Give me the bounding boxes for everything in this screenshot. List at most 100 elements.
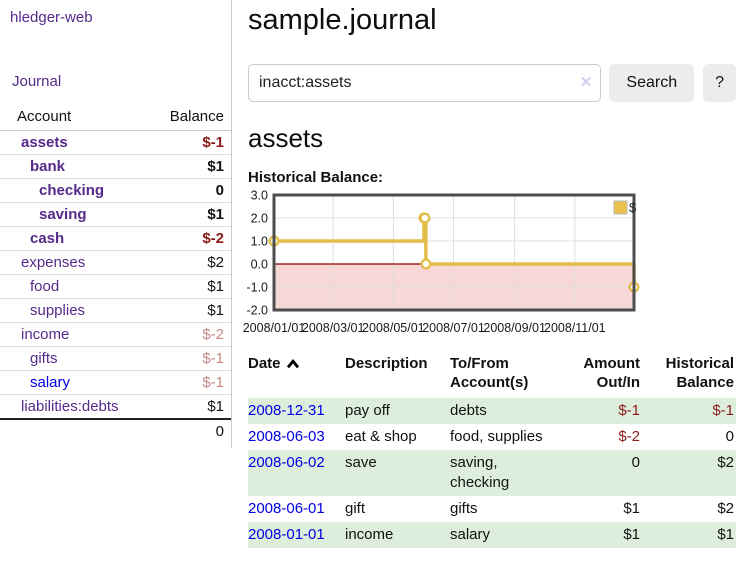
- transaction-description: save: [345, 454, 377, 471]
- account-row: checking 0: [0, 178, 231, 203]
- transaction-balance: $-1: [712, 402, 734, 419]
- svg-text:2008/07/01: 2008/07/01: [422, 321, 485, 335]
- account-balance: $-1: [152, 370, 231, 395]
- account-link-liabilities-debts[interactable]: liabilities:debts: [21, 398, 119, 415]
- account-balance: 0: [152, 178, 231, 203]
- tofrom-header-line1: To/From: [450, 355, 509, 372]
- account-balance: $2: [152, 250, 231, 275]
- table-row: 2008-06-03 eat & shop food, supplies $-2…: [248, 424, 736, 450]
- account-link-bank[interactable]: bank: [30, 158, 66, 175]
- accounts-table: Account Balance assets $-1 bank $1 check…: [0, 105, 231, 443]
- tofrom-column-header: To/From Account(s): [450, 352, 570, 398]
- svg-text:-1.0: -1.0: [246, 281, 268, 295]
- account-link-saving[interactable]: saving: [39, 206, 87, 223]
- sort-ascending-icon: [286, 355, 300, 374]
- amount-header-line1: Amount: [583, 355, 640, 372]
- transaction-date-link[interactable]: 2008-06-01: [248, 500, 325, 517]
- svg-text:2.0: 2.0: [251, 212, 268, 226]
- transaction-description: income: [345, 526, 394, 543]
- balance-column-header: Historical Balance: [642, 352, 736, 398]
- search-input[interactable]: [248, 64, 602, 102]
- transaction-accounts: gifts: [450, 500, 478, 517]
- chart-title: Historical Balance:: [248, 169, 384, 186]
- balance-header-line1: Historical: [665, 355, 734, 372]
- register-header-row: Date Description To/From Account(s) Amou…: [248, 352, 736, 398]
- transaction-accounts: salary: [450, 526, 491, 543]
- sidebar: hledger-web Journal Account Balance asse…: [0, 0, 232, 448]
- account-heading: assets: [248, 123, 324, 153]
- account-link-income[interactable]: income: [21, 326, 70, 343]
- table-row: 2008-01-01 income salary $1 $1: [248, 522, 736, 548]
- account-row: bank $1: [0, 154, 231, 179]
- svg-text:2008/01/01: 2008/01/01: [243, 321, 306, 335]
- brand-link[interactable]: hledger-web: [10, 9, 93, 26]
- table-row: 2008-12-31 pay off debts $-1 $-1: [248, 398, 736, 424]
- transaction-date-link[interactable]: 2008-12-31: [248, 402, 325, 419]
- main-content: sample.journal ✕ Search ? assets Histori…: [232, 0, 742, 548]
- account-balance: $-2: [152, 226, 231, 251]
- transaction-amount: 0: [631, 454, 640, 471]
- account-link-gifts[interactable]: gifts: [30, 350, 58, 367]
- transaction-amount: $-2: [618, 428, 640, 445]
- balance-header-line2: Balance: [676, 374, 734, 391]
- transaction-amount: $-1: [618, 402, 640, 419]
- svg-text:2008/09/01: 2008/09/01: [483, 321, 546, 335]
- transaction-balance: $2: [717, 454, 734, 471]
- account-row: assets $-1: [0, 130, 231, 155]
- svg-text:3.0: 3.0: [251, 189, 268, 203]
- transaction-balance: $1: [717, 526, 734, 543]
- transaction-date-link[interactable]: 2008-06-03: [248, 428, 325, 445]
- transaction-accounts: debts: [450, 402, 487, 419]
- account-row: liabilities:debts $1: [0, 395, 231, 420]
- table-row: 2008-06-01 gift gifts $1 $2: [248, 496, 736, 522]
- account-link-assets[interactable]: assets: [21, 134, 68, 151]
- account-balance: $-2: [152, 322, 231, 347]
- transaction-description: gift: [345, 500, 366, 517]
- svg-text:0.0: 0.0: [251, 258, 268, 272]
- account-link-food[interactable]: food: [30, 278, 60, 295]
- account-balance: $1: [207, 398, 224, 415]
- date-column-header[interactable]: Date: [248, 352, 345, 398]
- account-link-cash[interactable]: cash: [30, 230, 65, 247]
- page-title: sample.journal: [248, 4, 437, 36]
- account-balance: $-1: [152, 346, 231, 371]
- transaction-date-link[interactable]: 2008-01-01: [248, 526, 325, 543]
- account-row: salary $-1: [0, 370, 231, 395]
- transaction-description: eat & shop: [345, 428, 417, 445]
- table-row: 2008-06-02 save saving, checking 0 $2: [248, 450, 736, 496]
- transaction-description: pay off: [345, 402, 390, 419]
- description-column-header: Description: [345, 355, 428, 372]
- svg-text:2008/11/01: 2008/11/01: [544, 321, 606, 335]
- clear-search-icon[interactable]: ✕: [579, 74, 593, 91]
- legend-label: $: [629, 200, 637, 215]
- accounts-header-account: Account: [0, 105, 153, 131]
- accounts-header-balance: Balance: [152, 105, 231, 131]
- transaction-date-link[interactable]: 2008-06-02: [248, 454, 325, 471]
- date-header-label: Date: [248, 355, 281, 372]
- help-button[interactable]: ?: [703, 64, 736, 102]
- account-balance: $1: [152, 298, 231, 323]
- account-link-salary[interactable]: salary: [30, 374, 71, 391]
- svg-text:2008/03/01: 2008/03/01: [302, 321, 365, 335]
- tofrom-header-line2: Account(s): [450, 374, 529, 391]
- sidebar-item-journal[interactable]: Journal: [12, 73, 62, 90]
- account-row: income $-2: [0, 322, 231, 347]
- transaction-balance: $2: [717, 500, 734, 517]
- transaction-amount: $1: [623, 526, 640, 543]
- account-link-checking[interactable]: checking: [39, 182, 105, 199]
- account-row: supplies $1: [0, 298, 231, 323]
- account-row: saving $1: [0, 202, 231, 227]
- accounts-total-value: 0: [152, 418, 231, 443]
- search-form: ✕ Search ?: [248, 64, 736, 102]
- transaction-balance: 0: [725, 428, 734, 445]
- amount-header-line2: Out/In: [596, 374, 640, 391]
- transaction-accounts: food, supplies: [450, 428, 543, 445]
- search-button[interactable]: Search: [609, 64, 695, 102]
- account-row: gifts $-1: [0, 346, 231, 371]
- svg-text:2008/05/01: 2008/05/01: [362, 321, 425, 335]
- transaction-amount: $1: [623, 500, 640, 517]
- account-balance: $-1: [152, 130, 231, 155]
- account-link-expenses[interactable]: expenses: [21, 254, 86, 271]
- account-link-supplies[interactable]: supplies: [30, 302, 86, 319]
- accounts-total-row: 0: [0, 418, 231, 443]
